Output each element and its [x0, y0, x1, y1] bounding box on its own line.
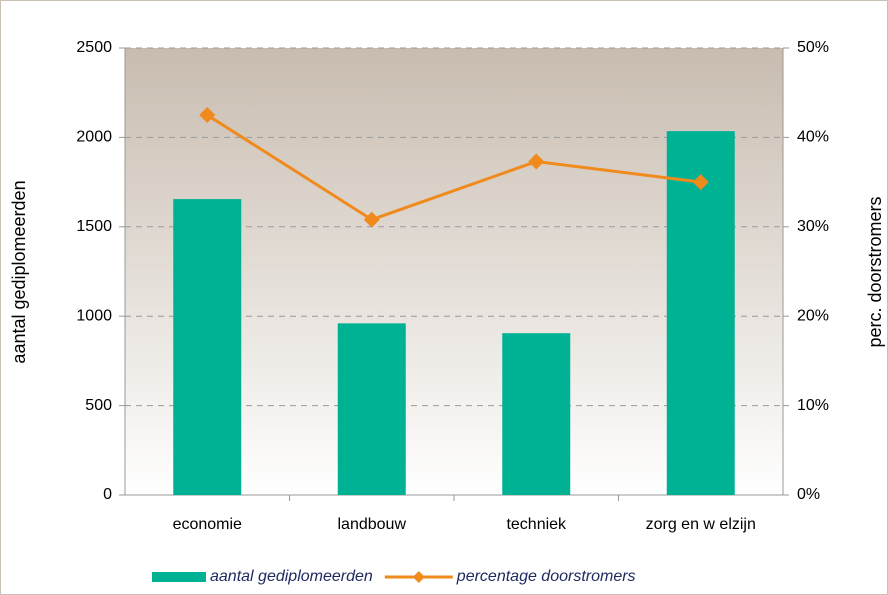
line-marker: [528, 153, 545, 170]
x-tick-label: economie: [173, 516, 242, 533]
y-tick-label: 0: [103, 486, 112, 503]
y2-tick-label: 50%: [797, 39, 829, 56]
line-marker: [199, 107, 216, 124]
y-tick-label: 1500: [76, 218, 112, 235]
x-tick-label: zorg en w elzijn: [646, 516, 756, 533]
legend-swatch: [152, 572, 206, 582]
y-tick-label: 1000: [76, 307, 112, 324]
bar: [173, 199, 242, 495]
bar: [502, 333, 571, 495]
x-tick-label: techniek: [506, 516, 567, 533]
y-tick-label: 2500: [76, 39, 112, 56]
y-tick-label: 500: [85, 397, 112, 414]
legend-label: aantal gediplomeerden: [210, 568, 373, 585]
x-tick-label: landbouw: [338, 516, 407, 533]
bar: [666, 131, 735, 495]
y2-tick-label: 20%: [797, 307, 829, 324]
y-axis-title: aantal gediplomeerden: [9, 180, 29, 363]
line-marker: [363, 211, 380, 228]
line: [206, 113, 701, 222]
y2-tick-label: 40%: [797, 129, 829, 146]
line-marker: [692, 174, 709, 191]
y2-tick-label: 10%: [797, 397, 829, 414]
legend-label: percentage doorstromers: [456, 568, 636, 585]
legend-swatch-marker: [412, 571, 425, 583]
y2-tick-label: 30%: [797, 218, 829, 235]
y2-tick-label: 0%: [797, 486, 820, 503]
bar: [337, 323, 406, 495]
y-tick-label: 2000: [76, 129, 112, 146]
y2-axis-title: perc. doorstromers: [865, 196, 885, 347]
